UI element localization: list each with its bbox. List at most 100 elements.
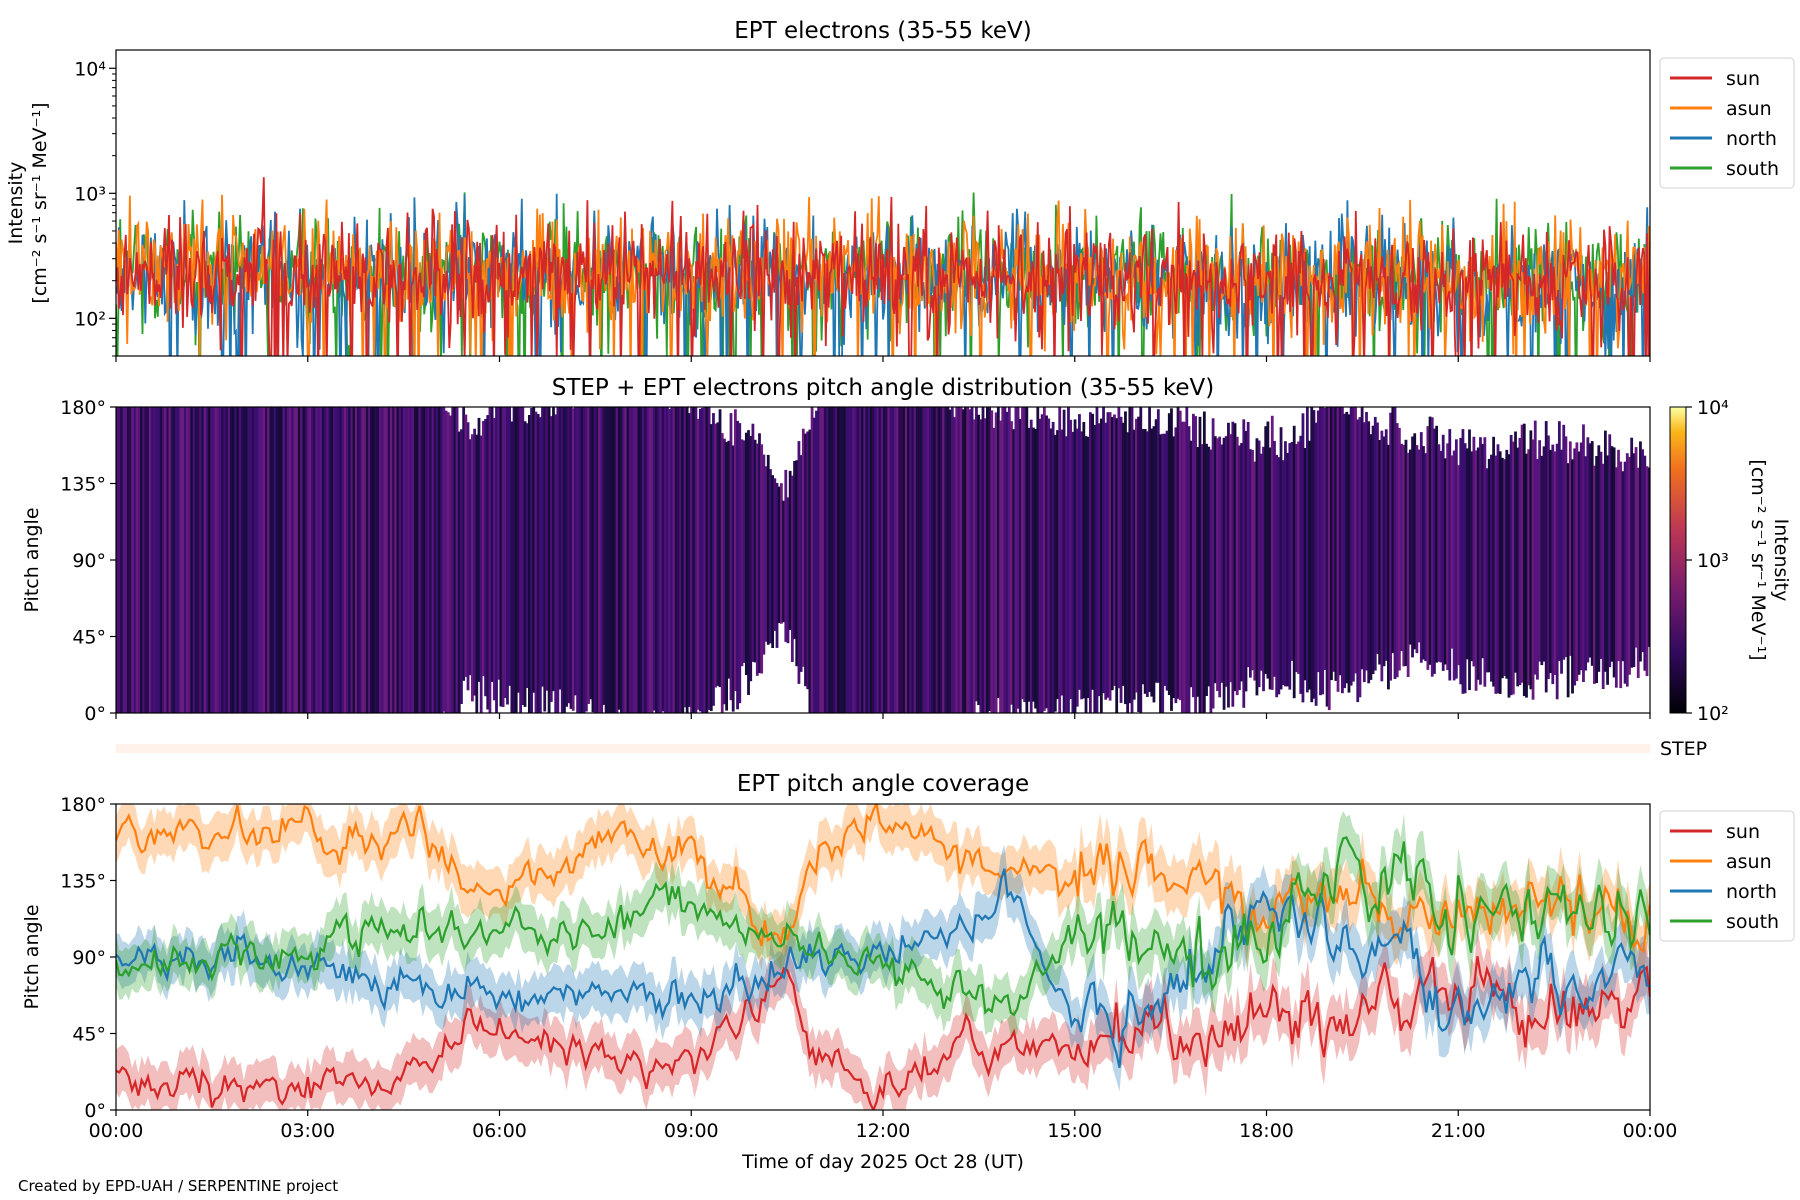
heatmap-column <box>727 440 731 679</box>
heatmap-column <box>1075 428 1079 707</box>
heatmap-column <box>744 432 748 675</box>
heatmap-column <box>1481 444 1485 659</box>
heatmap-column <box>1183 421 1187 713</box>
panel3-ylabel: Pitch angle <box>21 904 43 1009</box>
heatmap-column <box>755 443 759 676</box>
heatmap-column <box>525 423 529 688</box>
heatmap-column <box>1347 414 1351 693</box>
heatmap-column <box>1645 466 1649 677</box>
heatmap-column <box>503 407 507 698</box>
heatmap-column <box>1522 423 1526 697</box>
heatmap-column <box>1007 407 1011 713</box>
heatmap-column <box>569 407 573 709</box>
heatmap-column <box>1500 457 1504 679</box>
heatmap-column <box>630 407 634 713</box>
heatmap-column <box>378 407 382 713</box>
heatmap-column <box>1156 409 1160 683</box>
heatmap-column <box>381 407 384 713</box>
heatmap-column <box>135 407 139 713</box>
heatmap-column <box>492 417 496 701</box>
heatmap-column <box>961 409 965 713</box>
heatmap-column <box>532 407 536 693</box>
legend-label-north: north <box>1726 128 1777 150</box>
heatmap-column <box>1404 439 1408 666</box>
heatmap-column <box>1106 412 1110 698</box>
heatmap-column <box>1555 443 1559 700</box>
heatmap-column <box>760 444 764 674</box>
heatmap-column <box>628 407 632 713</box>
heatmap-column <box>541 407 544 687</box>
heatmap-column <box>637 407 641 713</box>
heatmap-column <box>282 407 286 713</box>
heatmap-column <box>1025 407 1029 713</box>
heatmap-column <box>302 407 306 713</box>
heatmap-column <box>278 407 281 713</box>
heatmap-column <box>918 407 921 713</box>
heatmap-column <box>475 434 479 713</box>
heatmap-column <box>1395 423 1399 678</box>
heatmap-column <box>915 407 919 713</box>
heatmap-column <box>1097 423 1101 697</box>
heatmap-column <box>964 407 967 713</box>
heatmap-column <box>1312 410 1316 699</box>
heatmap-column <box>519 407 523 713</box>
heatmap-column <box>641 407 645 713</box>
panel2-title: STEP + EPT electrons pitch angle distrib… <box>552 375 1214 401</box>
heatmap-column <box>1196 447 1200 697</box>
heatmap-column <box>1371 425 1375 674</box>
heatmap-column <box>672 407 676 713</box>
heatmap-column <box>854 407 858 713</box>
heatmap-column <box>1132 429 1136 700</box>
heatmap-column <box>1178 410 1182 701</box>
heatmap-column <box>552 407 555 692</box>
heatmap-column <box>1259 453 1263 671</box>
colorbar <box>1669 406 1687 714</box>
heatmap-column <box>545 407 549 691</box>
heatmap-column <box>387 407 391 713</box>
heatmap-column <box>453 407 457 713</box>
heatmap-column <box>999 420 1002 713</box>
heatmap-column <box>506 407 509 705</box>
panel1-plot <box>116 177 1650 356</box>
heatmap-column <box>1053 434 1057 712</box>
legend-label-asun: asun <box>1726 98 1772 120</box>
heatmap-column <box>131 407 135 713</box>
heatmap-column <box>981 407 985 713</box>
heatmap-column <box>707 407 711 710</box>
heatmap-column <box>1479 437 1482 685</box>
heatmap-column <box>830 407 834 713</box>
heatmap-column <box>1218 436 1222 698</box>
heatmap-column <box>679 407 682 713</box>
heatmap-column <box>243 407 246 713</box>
heatmap-column <box>1433 428 1436 674</box>
heatmap-column <box>942 407 945 713</box>
heatmap-column <box>1369 434 1373 680</box>
heatmap-column <box>1047 418 1051 713</box>
y-tick-label: 45° <box>72 627 106 649</box>
heatmap-column <box>1472 436 1476 667</box>
heatmap-column <box>1202 411 1206 713</box>
heatmap-column <box>944 407 948 713</box>
heatmap-column <box>1625 453 1629 687</box>
heatmap-column <box>1032 427 1035 702</box>
heatmap-column <box>1533 420 1537 675</box>
heatmap-column <box>1549 449 1552 674</box>
heatmap-column <box>162 407 165 713</box>
heatmap-column <box>705 407 709 713</box>
heatmap-column <box>876 407 880 713</box>
heatmap-column <box>398 407 402 713</box>
heatmap-column <box>780 483 783 624</box>
heatmap-column <box>328 407 332 713</box>
heatmap-column <box>646 407 650 713</box>
heatmap-column <box>828 407 831 713</box>
y-tick-label: 10³ <box>74 183 106 205</box>
heatmap-column <box>1275 454 1279 698</box>
heatmap-column <box>1139 407 1143 713</box>
heatmap-column <box>878 407 882 713</box>
heatmap-column <box>315 407 319 713</box>
heatmap-column <box>1135 418 1138 693</box>
heatmap-column <box>1485 468 1489 673</box>
heatmap-column <box>1294 444 1298 673</box>
y-tick-label: 0° <box>84 1100 106 1122</box>
heatmap-column <box>725 442 729 711</box>
